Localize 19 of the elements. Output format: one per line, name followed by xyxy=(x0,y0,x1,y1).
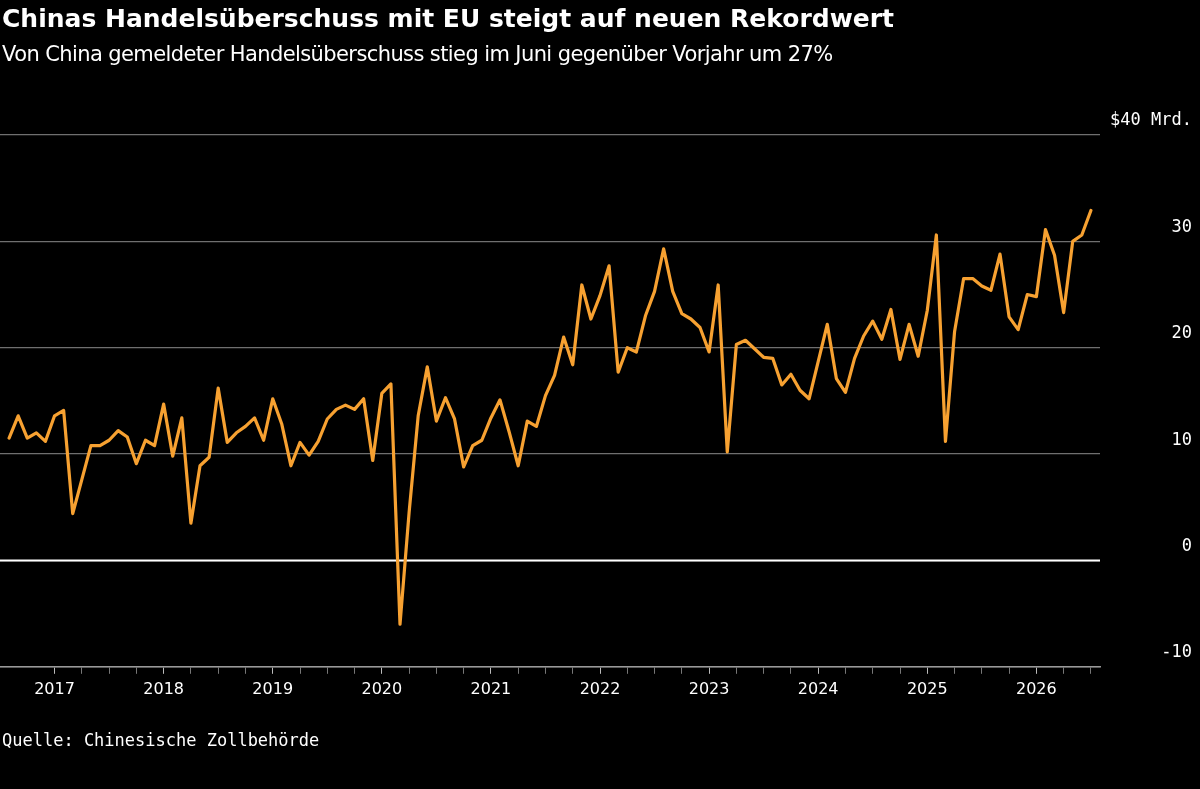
y-tick-label: 10 xyxy=(1171,428,1192,449)
x-tick-label: 2025 xyxy=(906,678,948,698)
x-tick-label: 2026 xyxy=(1016,678,1057,698)
y-tick-label: 0 xyxy=(1181,534,1192,555)
x-tick-label: 2022 xyxy=(579,678,621,698)
y-tick-label: 20 xyxy=(1171,322,1192,343)
y-tick-label: 30 xyxy=(1171,215,1192,236)
x-tick-label: 2018 xyxy=(143,678,184,698)
chart-title: Chinas Handelsüberschuss mit EU steigt auf neuen Rekordwert xyxy=(2,4,895,33)
source-note: Quelle: Chinesische Zollbehörde xyxy=(2,730,320,750)
y-tick-label: $40 Mrd. xyxy=(1110,109,1192,130)
x-tick-label: 2023 xyxy=(688,678,730,698)
x-tick-label: 2024 xyxy=(797,678,839,698)
y-tick-label: -10 xyxy=(1161,641,1192,662)
x-tick-label: 2017 xyxy=(34,678,75,698)
x-tick-label: 2019 xyxy=(252,678,294,698)
x-tick-label: 2020 xyxy=(361,678,403,698)
chart-subtitle: Von China gemeldeter Handelsüberschuss stieg im Juni gegenüber Vorjahr um 27% xyxy=(2,42,833,66)
x-tick-label: 2021 xyxy=(470,678,512,698)
